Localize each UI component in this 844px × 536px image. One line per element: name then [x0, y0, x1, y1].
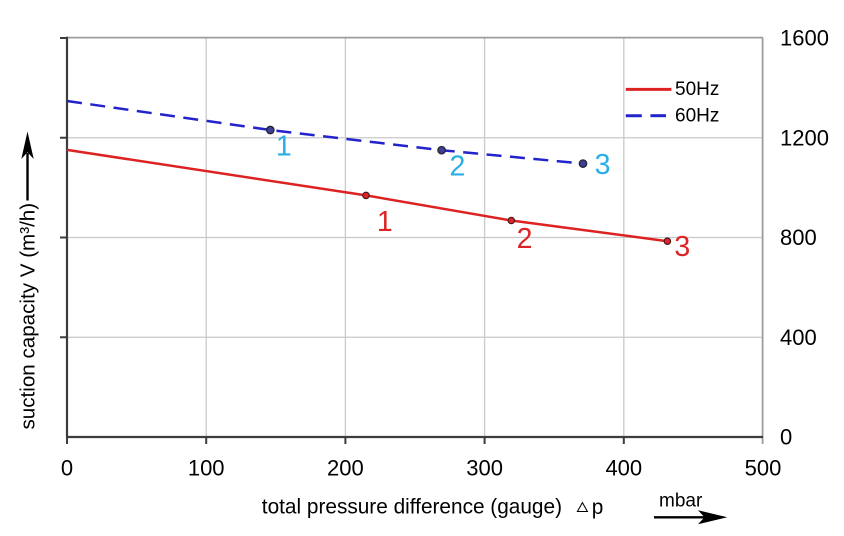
svg-text:3: 3: [595, 149, 611, 181]
svg-text:60Hz: 60Hz: [675, 106, 719, 127]
svg-text:0: 0: [61, 456, 73, 481]
svg-text:0: 0: [780, 425, 792, 450]
svg-text:200: 200: [327, 456, 364, 481]
svg-text:100: 100: [188, 456, 225, 481]
svg-text:1200: 1200: [780, 125, 829, 150]
svg-text:1600: 1600: [780, 26, 829, 51]
svg-text:suction capacity V (m³/h): suction capacity V (m³/h): [17, 203, 40, 430]
svg-text:400: 400: [780, 325, 817, 350]
svg-text:total pressure difference (gau: total pressure difference (gauge): [262, 496, 562, 519]
svg-text:1: 1: [377, 206, 393, 238]
svg-text:300: 300: [466, 456, 503, 481]
svg-text:50Hz: 50Hz: [675, 79, 719, 100]
svg-text:500: 500: [745, 456, 782, 481]
svg-text:2: 2: [517, 223, 533, 255]
svg-text:400: 400: [605, 456, 642, 481]
svg-text:3: 3: [674, 231, 690, 263]
svg-text:2: 2: [449, 151, 465, 183]
svg-text:800: 800: [780, 225, 817, 250]
svg-text:p: p: [592, 496, 604, 519]
svg-text:1: 1: [276, 130, 292, 162]
svg-text:mbar: mbar: [659, 490, 703, 511]
